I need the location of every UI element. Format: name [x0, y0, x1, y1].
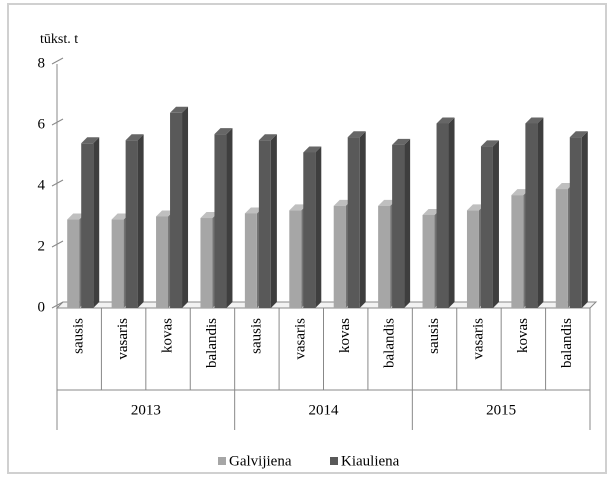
bar-side: [448, 117, 455, 308]
y-tick-label: 6: [38, 116, 46, 132]
bar: [214, 134, 227, 308]
x-tick-label: vasaris: [115, 318, 131, 360]
bar-top: [511, 189, 530, 196]
group-label: 2014: [309, 402, 340, 418]
bar-side: [93, 137, 100, 308]
x-tick-label: sausis: [71, 318, 87, 354]
bar-side: [492, 140, 499, 308]
bar: [67, 219, 80, 308]
bar-top: [525, 117, 544, 124]
bar: [555, 189, 568, 308]
bar-top: [436, 117, 455, 124]
bar-top: [480, 140, 499, 147]
bar: [422, 214, 435, 308]
bar-top: [111, 213, 130, 220]
bar: [111, 219, 124, 308]
x-tick-label: vasaris: [293, 318, 309, 360]
bar-top: [422, 208, 441, 215]
bar: [125, 140, 138, 308]
bar-top: [333, 199, 352, 206]
bar: [525, 123, 538, 308]
group-label: 2015: [486, 402, 516, 418]
bar: [480, 146, 493, 308]
bar: [170, 112, 183, 308]
bar: [156, 216, 169, 308]
x-tick-label: sausis: [248, 318, 264, 354]
group-label: 2013: [131, 402, 161, 418]
bar: [303, 152, 316, 308]
bar-top: [303, 146, 322, 153]
x-tick-label: sausis: [426, 318, 442, 354]
legend-swatch: [330, 457, 338, 465]
bar-top: [67, 213, 86, 220]
y-tick-label: 8: [38, 55, 46, 71]
bar-side: [404, 138, 411, 308]
y-axis-title: tūkst. t: [40, 32, 78, 47]
bar-top: [125, 134, 144, 141]
legend-label: Kiauliena: [341, 453, 400, 469]
x-tick-label: balandis: [559, 318, 575, 368]
bar: [436, 123, 449, 308]
y-tick-label: 0: [38, 299, 46, 315]
y-tick: [51, 118, 64, 126]
bar-top: [156, 210, 175, 217]
x-tick-label: kovas: [337, 318, 353, 353]
bar-top: [214, 128, 233, 135]
y-tick: [51, 240, 64, 248]
bar-side: [359, 131, 366, 308]
bar-top: [569, 131, 588, 138]
bar-side: [137, 134, 144, 308]
bar-top: [289, 204, 308, 211]
bar-top: [244, 207, 263, 214]
bar: [378, 205, 391, 308]
bar: [200, 218, 213, 308]
bar-side: [581, 131, 588, 308]
bar-side: [182, 106, 189, 308]
y-tick-label: 2: [38, 238, 46, 254]
bar-top: [258, 134, 277, 141]
x-tick-label: balandis: [204, 318, 220, 368]
bar: [569, 137, 582, 308]
bar-top: [347, 131, 366, 138]
bar: [392, 144, 405, 308]
bar-side: [270, 134, 277, 308]
bar: [81, 143, 94, 308]
x-tick-label: kovas: [515, 318, 531, 353]
legend-label: Galvijiena: [229, 453, 292, 469]
bar: [333, 205, 346, 308]
legend-swatch: [218, 457, 226, 465]
bar: [466, 210, 479, 308]
bar-side: [537, 117, 544, 308]
bar-top: [200, 212, 219, 219]
bar-top: [555, 183, 574, 190]
bar-top: [392, 138, 411, 145]
bar-top: [170, 106, 189, 113]
bar: [244, 213, 257, 308]
y-tick: [51, 301, 64, 309]
bar: [258, 140, 271, 308]
x-tick-label: balandis: [382, 318, 398, 368]
bar-side: [315, 146, 322, 308]
bar-side: [226, 128, 233, 308]
x-tick-label: kovas: [159, 318, 175, 353]
bar: [511, 195, 524, 308]
y-tick: [51, 179, 64, 187]
bar-top: [466, 204, 485, 211]
y-tick: [51, 57, 64, 65]
bar-top: [378, 199, 397, 206]
y-tick-label: 4: [38, 177, 46, 193]
bar-top: [81, 137, 100, 144]
x-tick-label: vasaris: [470, 318, 486, 360]
bar: [347, 137, 360, 308]
bar: [289, 210, 302, 308]
